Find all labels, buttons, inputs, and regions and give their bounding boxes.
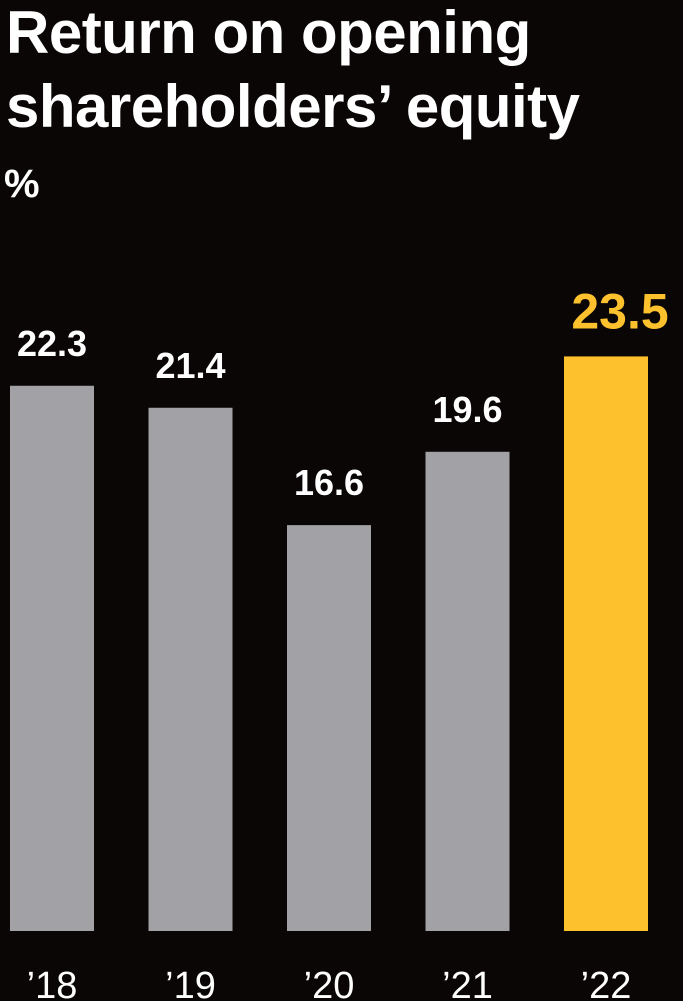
bar-4 [564, 356, 648, 931]
bar-1 [148, 407, 233, 931]
bar-3 [425, 451, 510, 931]
category-label-3: ’21 [442, 965, 493, 1001]
chart-title: Return on opening shareholders’ equity [6, 0, 580, 140]
value-label-2: 16.6 [294, 462, 364, 503]
unit-label: % [4, 162, 40, 206]
category-label-0: ’18 [27, 965, 78, 1001]
value-label-0: 22.3 [17, 323, 87, 364]
category-label-4: ’22 [581, 965, 632, 1001]
category-label-1: ’19 [165, 965, 216, 1001]
bar-2 [287, 525, 371, 931]
value-label-1: 21.4 [155, 345, 225, 386]
value-label-3: 19.6 [432, 389, 502, 430]
category-label-2: ’20 [304, 965, 355, 1001]
value-label-4: 23.5 [571, 283, 668, 339]
bar-0 [10, 385, 94, 931]
